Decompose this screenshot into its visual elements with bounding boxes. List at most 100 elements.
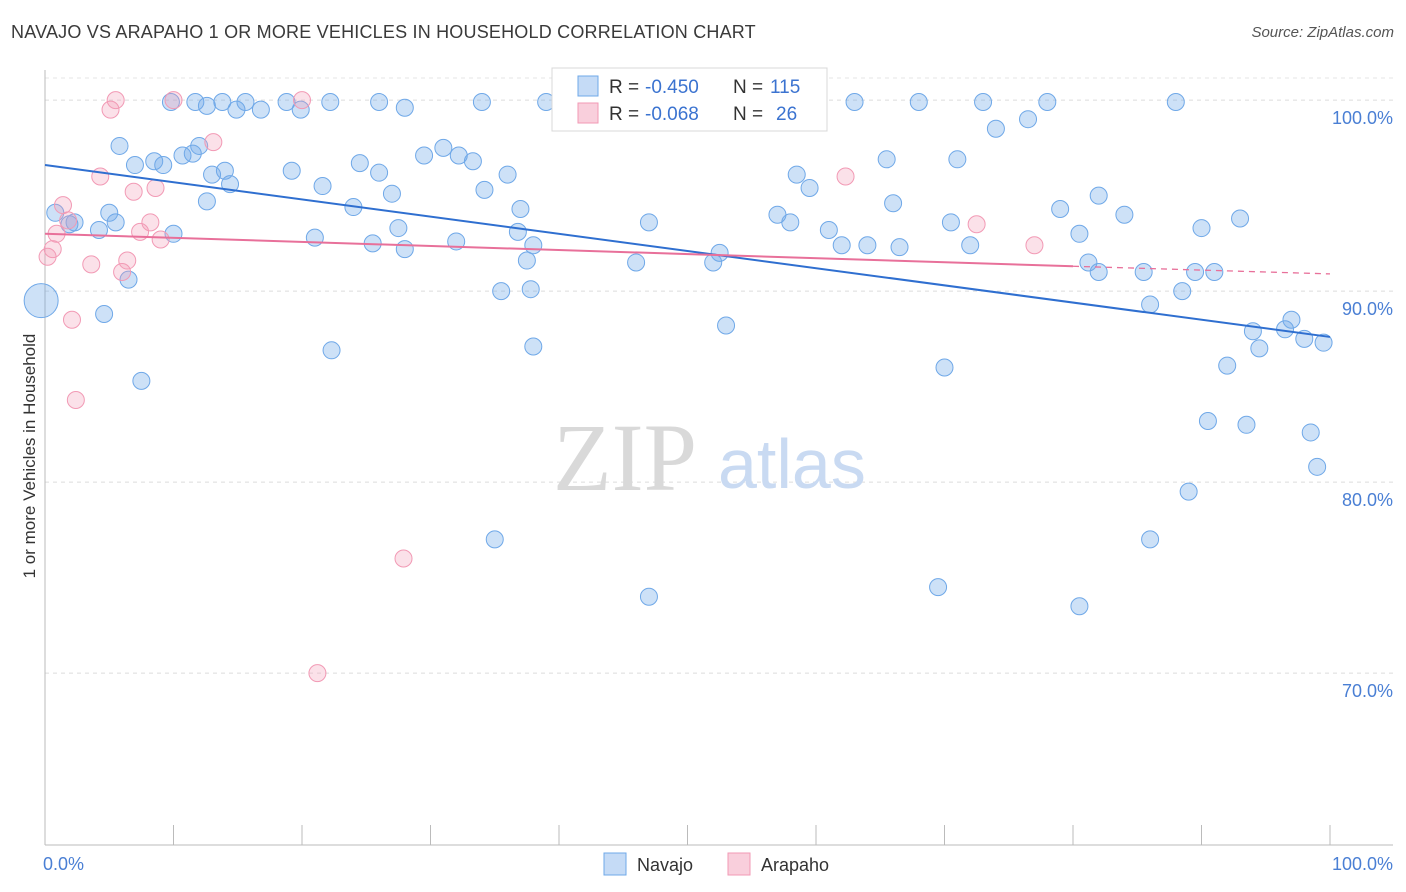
arapaho-point (146, 178, 165, 197)
navajo-point (1089, 263, 1108, 281)
navajo-point (370, 163, 389, 182)
navajo-point (1218, 356, 1237, 375)
arapaho-swatch (577, 102, 599, 124)
navajo-point (508, 222, 527, 241)
arapaho-trendline (44, 232, 1074, 268)
navajo-point (890, 238, 909, 257)
navajo-point (521, 280, 540, 299)
navajo-point (511, 199, 530, 218)
arapaho-point (293, 91, 311, 110)
navajo-point (1186, 263, 1205, 281)
navajo-point (161, 93, 180, 112)
navajo-point (1192, 219, 1211, 238)
navajo-point (1070, 597, 1089, 616)
arapaho-point (141, 213, 160, 232)
trendlines (44, 164, 1331, 338)
navajo-swatch (577, 75, 599, 97)
legend-navajo-swatch (603, 852, 627, 876)
navajo-point (492, 282, 511, 301)
navajo-point (95, 305, 114, 324)
navajo-point (524, 236, 543, 255)
navajo-point (463, 152, 482, 171)
arapaho-point (82, 255, 101, 274)
bottom-legend: Navajo Arapaho (603, 852, 829, 876)
navajo-point (132, 371, 151, 390)
navajo-point (475, 180, 494, 199)
navajo-point (986, 119, 1005, 138)
arapaho-r-value: -0.068 (645, 104, 699, 125)
legend-navajo-label: Navajo (637, 855, 693, 875)
navajo-point (1134, 263, 1153, 281)
navajo-point (389, 219, 408, 238)
arapaho-point (106, 91, 125, 110)
navajo-point (1089, 186, 1108, 205)
chart-title: NAVAJO VS ARAPAHO 1 OR MORE VEHICLES IN … (11, 22, 756, 42)
navajo-point (974, 93, 993, 112)
arapaho-n-label: N = (733, 104, 763, 125)
navajo-point (717, 316, 736, 335)
navajo-point (1141, 295, 1160, 314)
navajo-point (236, 93, 255, 112)
navajo-point (1019, 110, 1038, 129)
arapaho-point (394, 549, 413, 568)
navajo-point (1237, 415, 1256, 434)
arapaho-points (38, 91, 1044, 683)
navajo-point (350, 154, 369, 173)
navajo-point (639, 213, 658, 232)
navajo-point (1051, 199, 1070, 218)
watermark: ZIP atlas (553, 404, 866, 511)
x-tick-labels: 0.0% 100.0% (43, 854, 1393, 874)
arapaho-point (43, 240, 62, 259)
navajo-point (190, 136, 209, 155)
watermark-atlas: atlas (718, 425, 866, 503)
navajo-point (227, 100, 246, 119)
navajo-point (961, 236, 980, 255)
navajo-point (1115, 205, 1134, 224)
x-tick-label: 100.0% (1332, 854, 1393, 874)
navajo-point (485, 530, 504, 549)
top-legend: R = -0.450 N = 115 R = -0.068 N = 26 (551, 67, 828, 132)
navajo-point (395, 240, 414, 259)
navajo-point (1205, 263, 1224, 281)
arapaho-point (113, 263, 132, 281)
navajo-point (884, 194, 903, 213)
axes (44, 70, 1393, 846)
navajo-point (832, 236, 851, 255)
watermark-zip: ZIP (553, 404, 697, 511)
navajo-point (935, 358, 954, 377)
navajo-point (145, 152, 164, 171)
navajo-point (948, 150, 967, 169)
navajo-point (125, 156, 144, 175)
y-tick-labels: 70.0% 80.0% 90.0% 100.0% (1332, 108, 1393, 701)
arapaho-point (151, 230, 170, 249)
legend-arapaho-label: Arapaho (761, 855, 829, 875)
navajo-trendline (44, 164, 1331, 338)
navajo-point (1198, 411, 1217, 430)
arapaho-point (836, 167, 855, 186)
navajo-point (941, 213, 960, 232)
navajo-point (1038, 93, 1057, 112)
navajo-point (215, 161, 234, 180)
arapaho-point (1025, 236, 1044, 255)
navajo-point (106, 213, 125, 232)
navajo-point (251, 100, 270, 119)
navajo-point (173, 146, 192, 165)
arapaho-point (164, 91, 183, 110)
navajo-point (1231, 209, 1250, 228)
arapaho-point (53, 196, 72, 215)
navajo-point (186, 93, 205, 112)
navajo-point (1308, 457, 1327, 476)
navajo-point (322, 341, 341, 360)
navajo-point (498, 165, 517, 184)
arapaho-point (308, 664, 327, 683)
navajo-point (23, 283, 59, 319)
navajo-point (929, 578, 948, 597)
navajo-point (89, 220, 108, 239)
navajo-point (213, 93, 232, 112)
navajo-point (100, 203, 119, 222)
navajo-point (1166, 93, 1185, 112)
arapaho-point (91, 167, 110, 186)
navajo-point (909, 93, 928, 112)
navajo-r-label: R = (609, 77, 639, 98)
navajo-point (282, 161, 301, 180)
